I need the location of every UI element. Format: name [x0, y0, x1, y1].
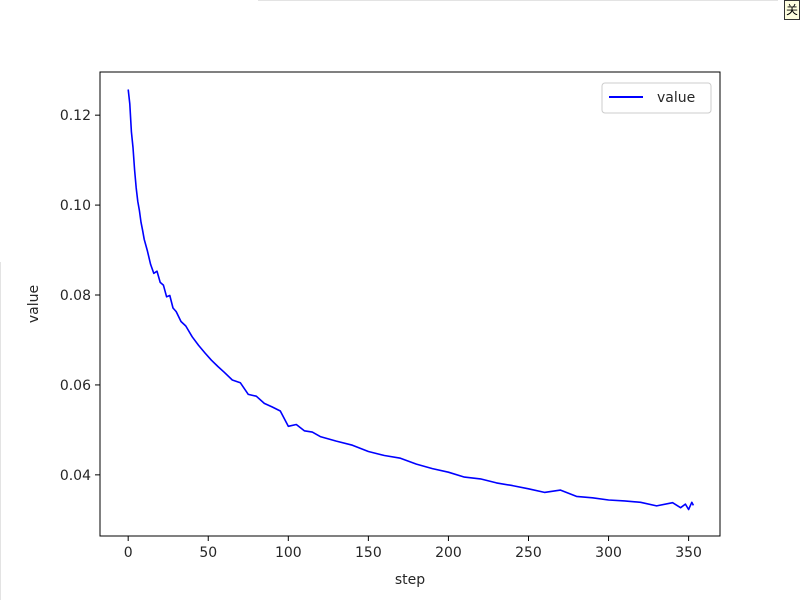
y-axis-label: value [26, 285, 42, 323]
y-tick-label: 0.10 [60, 198, 91, 214]
x-tick-label: 250 [515, 545, 542, 561]
x-tick-label: 0 [124, 545, 133, 561]
series-line-value [127, 89, 695, 511]
x-axis-label: step [395, 572, 425, 588]
close-button[interactable]: 关 [784, 0, 800, 20]
x-tick-label: 100 [275, 545, 302, 561]
x-tick-label: 200 [435, 545, 462, 561]
axis-ticks: 0 50 100 150 200 250 300 350 0.04 0.06 0.08 0.10 0.1… [60, 108, 702, 561]
window-top-border [258, 0, 778, 1]
legend-label-value: value [657, 90, 695, 106]
x-tick-label: 350 [675, 545, 702, 561]
legend: value [601, 82, 712, 114]
y-tick-label: 0.06 [60, 378, 91, 394]
x-tick-label: 50 [199, 545, 217, 561]
x-tick-label: 150 [355, 545, 382, 561]
plot-area [100, 72, 720, 536]
y-tick-label: 0.04 [60, 468, 91, 484]
x-tick-label: 300 [595, 545, 622, 561]
y-tick-label: 0.12 [60, 108, 91, 124]
legend-box [601, 82, 712, 114]
y-tick-label: 0.08 [60, 288, 91, 304]
plot-frame [99, 71, 721, 537]
window-left-border [0, 262, 1, 600]
